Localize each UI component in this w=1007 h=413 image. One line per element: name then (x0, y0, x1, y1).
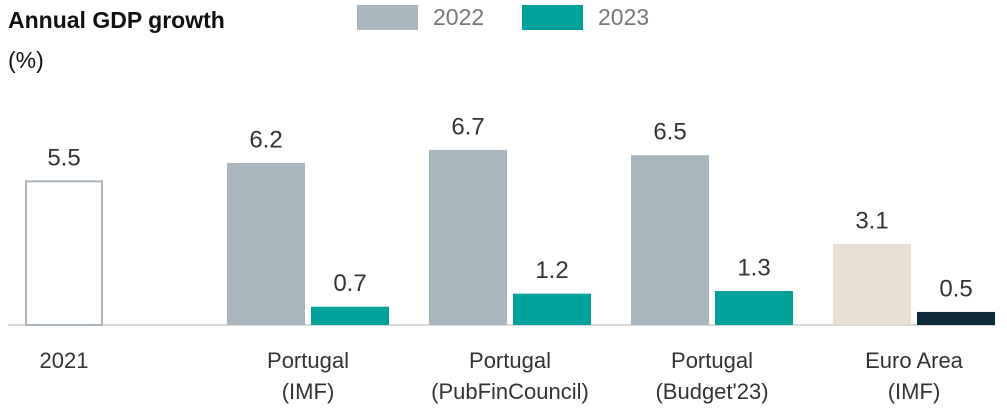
legend-swatch (357, 5, 418, 30)
value-label: 3.1 (855, 207, 888, 234)
bar (227, 163, 305, 325)
bar (311, 306, 389, 325)
legend-label: 2022 (433, 4, 484, 30)
x-tick-label: (IMF) (888, 379, 941, 404)
x-tick-label: Euro Area (865, 348, 964, 373)
bar (833, 244, 911, 325)
x-tick-label: Portugal (671, 348, 753, 373)
x-tick-label: (PubFinCouncil) (431, 379, 589, 404)
bar (429, 149, 507, 325)
x-tick-label: 2021 (40, 348, 89, 373)
value-label: 5.5 (47, 145, 80, 172)
value-label: 6.5 (653, 119, 686, 146)
x-tick-label: (IMF) (282, 379, 335, 404)
bar (25, 180, 103, 326)
value-label: 6.2 (249, 126, 282, 153)
x-tick-label: Portugal (469, 348, 551, 373)
chart-subtitle: (%) (8, 47, 44, 73)
value-label: 1.3 (737, 254, 770, 281)
bar (513, 293, 591, 325)
value-label: 0.7 (333, 270, 366, 297)
legend-swatch (522, 5, 583, 30)
bar (631, 155, 709, 325)
value-label: 6.7 (451, 113, 484, 140)
chart-title: Annual GDP growth (8, 7, 225, 33)
value-label: 0.5 (939, 275, 972, 302)
bar (715, 291, 793, 325)
x-tick-label: (Budget'23) (655, 379, 768, 404)
bar (917, 311, 995, 325)
x-tick-label: Portugal (267, 348, 349, 373)
value-label: 1.2 (535, 257, 568, 284)
legend-label: 2023 (598, 4, 649, 30)
